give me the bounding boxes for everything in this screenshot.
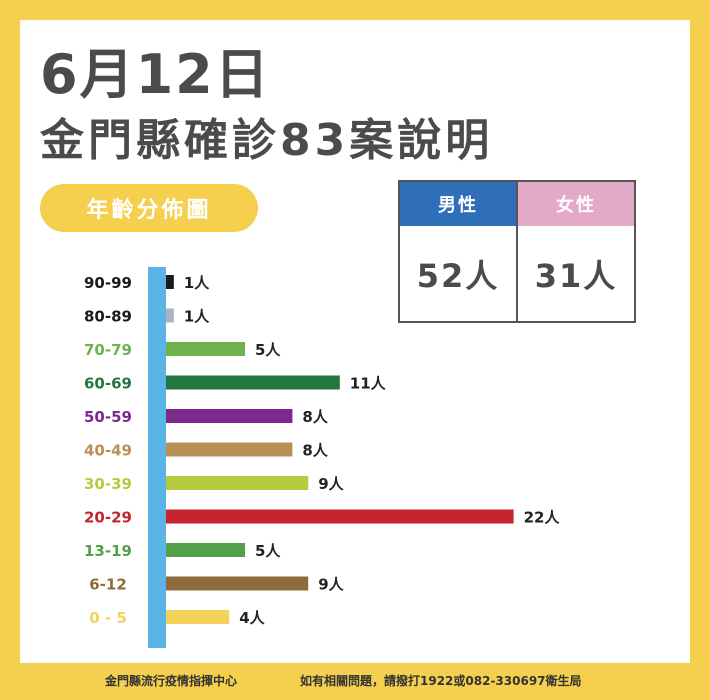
bar (166, 342, 245, 356)
value-label: 1人 (184, 274, 210, 292)
chart-badge: 年齡分佈圖 (40, 184, 258, 232)
bar (166, 476, 309, 490)
value-label: 4人 (239, 609, 265, 627)
male-column: 男性 52人 (400, 182, 516, 321)
female-value: 31人 (534, 256, 618, 295)
footer-left: 金門縣流行疫情指揮中心 (105, 674, 238, 688)
category-label: 20-29 (84, 509, 132, 527)
date-title: 6月12日 (40, 43, 271, 106)
bar (166, 576, 309, 591)
category-label: 6-12 (89, 576, 127, 594)
value-label: 5人 (255, 542, 281, 560)
y-axis-bar (148, 267, 166, 648)
category-label: 70-79 (84, 341, 132, 359)
bar (166, 275, 174, 289)
category-label: 50-59 (84, 408, 132, 426)
category-label: 0 - 5 (89, 609, 127, 627)
category-label: 90-99 (84, 274, 132, 292)
female-column: 女性 31人 (516, 182, 634, 321)
gender-table: 男性 52人 女性 31人 (398, 180, 636, 323)
bar (166, 610, 230, 624)
category-label: 13-19 (84, 542, 132, 560)
bar (166, 308, 174, 323)
male-label: 男性 (400, 182, 516, 226)
bar (166, 543, 245, 557)
bar (166, 409, 293, 423)
page-title: 金門縣確診83案說明 (40, 115, 494, 166)
footer-right: 如有相關問題，請撥打1922或082-330697衛生局 (300, 674, 582, 688)
male-value: 52人 (416, 256, 500, 295)
category-label: 30-39 (84, 475, 132, 493)
bar (166, 375, 340, 390)
bar (166, 509, 514, 524)
value-label: 8人 (302, 442, 328, 460)
value-label: 8人 (302, 408, 328, 426)
category-label: 40-49 (84, 442, 132, 460)
value-label: 11人 (350, 375, 387, 393)
female-label: 女性 (518, 182, 634, 226)
value-label: 9人 (318, 576, 344, 594)
value-label: 22人 (524, 509, 561, 527)
category-label: 80-89 (84, 308, 132, 326)
bar (166, 442, 293, 457)
value-label: 1人 (184, 308, 210, 326)
value-label: 5人 (255, 341, 281, 359)
content-panel (20, 20, 690, 663)
category-label: 60-69 (84, 375, 132, 393)
value-label: 9人 (318, 475, 344, 493)
